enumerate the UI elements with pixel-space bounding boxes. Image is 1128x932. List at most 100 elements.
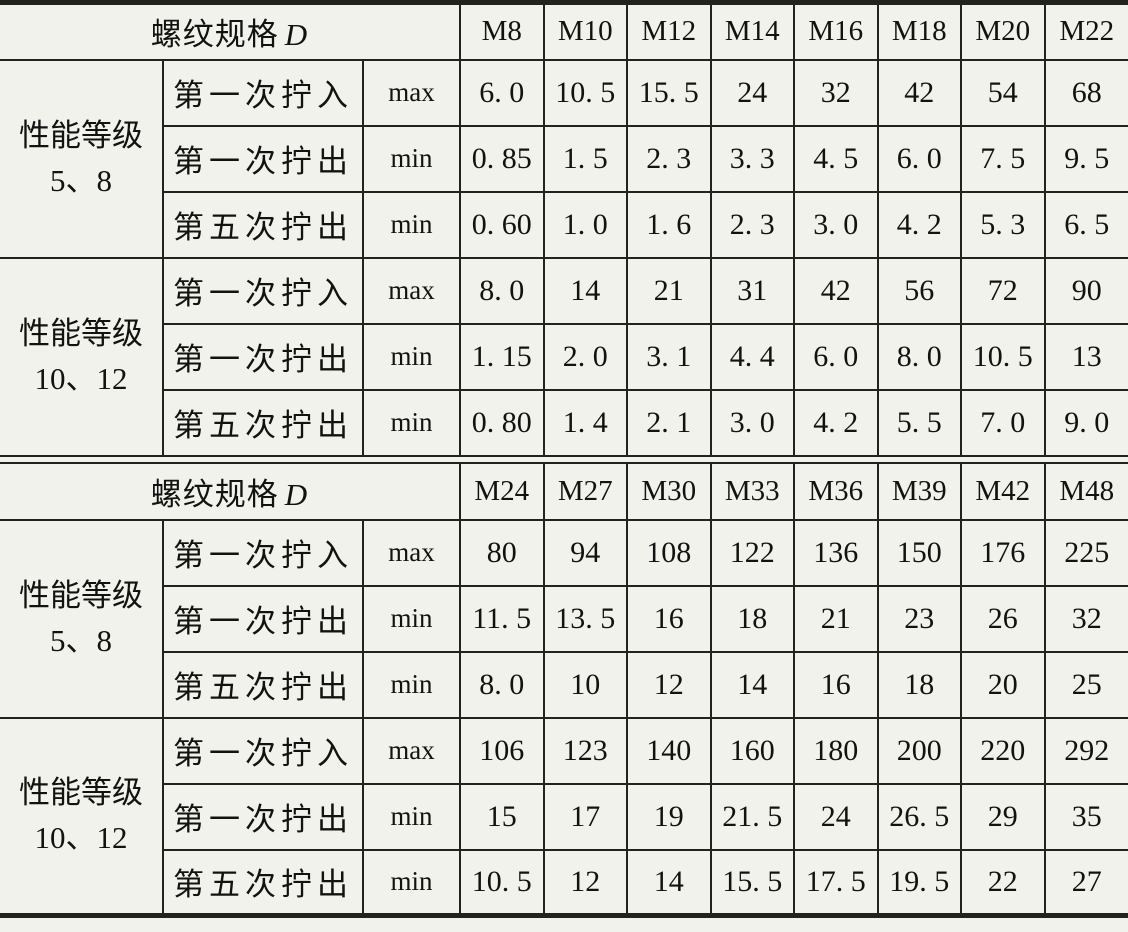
grade-line: 10、12 bbox=[34, 360, 128, 396]
value-cell: 5. 5 bbox=[876, 388, 962, 457]
value-cell: 22 bbox=[960, 848, 1046, 917]
value-cell: 80 bbox=[459, 518, 545, 587]
value-cell: 4. 4 bbox=[709, 322, 795, 391]
value-cell: 26. 5 bbox=[876, 782, 962, 851]
value-cell: 1. 0 bbox=[542, 190, 628, 259]
thread-spec-table-2: 螺纹规格 D M24 M27 M30 M33 M36 M39 M42 M48 性能等级 5、8 第一次拧… bbox=[0, 461, 1128, 918]
value-cell: 1. 6 bbox=[626, 190, 712, 259]
col-header-m20: M20 bbox=[960, 1, 1046, 61]
col-header-m18: M18 bbox=[876, 1, 962, 61]
value-cell: 6. 0 bbox=[459, 58, 545, 127]
col-header-m22: M22 bbox=[1043, 1, 1128, 61]
grade-line: 性能等级 bbox=[19, 577, 143, 613]
value-cell: 176 bbox=[960, 518, 1046, 587]
value-cell: 18 bbox=[876, 650, 962, 719]
value-cell: 21 bbox=[626, 256, 712, 325]
col-header-m16: M16 bbox=[793, 1, 879, 61]
value-cell: 24 bbox=[709, 58, 795, 127]
value-cell: 42 bbox=[793, 256, 879, 325]
spec-header: 螺纹规格 D bbox=[0, 461, 461, 521]
value-cell: 225 bbox=[1043, 518, 1128, 587]
value-cell: 21. 5 bbox=[709, 782, 795, 851]
col-header-m14: M14 bbox=[709, 1, 795, 61]
grade-line: 性能等级 bbox=[19, 774, 143, 810]
col-header-m27: M27 bbox=[542, 461, 628, 521]
grade-cell: 性能等级 5、8 bbox=[0, 58, 164, 259]
value-cell: 7. 5 bbox=[960, 124, 1046, 193]
value-cell: 4. 2 bbox=[876, 190, 962, 259]
value-cell: 150 bbox=[876, 518, 962, 587]
value-cell: 15. 5 bbox=[709, 848, 795, 917]
col-header-m42: M42 bbox=[960, 461, 1046, 521]
thread-spec-table-1: 螺纹规格 D M8 M10 M12 M14 M16 M18 M20 M22 性能等级 5、8 第一次拧入… bbox=[0, 0, 1128, 457]
grade-line: 5、8 bbox=[50, 162, 112, 198]
value-cell: 13 bbox=[1043, 322, 1128, 391]
test-label-cell: 第一次拧入 bbox=[162, 716, 364, 785]
limit-cell: min bbox=[362, 782, 461, 851]
value-cell: 12 bbox=[626, 650, 712, 719]
value-cell: 8. 0 bbox=[876, 322, 962, 391]
spec-header-label: 螺纹规格 bbox=[150, 476, 279, 512]
value-cell: 25 bbox=[1043, 650, 1128, 719]
test-label-cell: 第五次拧出 bbox=[162, 848, 364, 917]
col-header-m30: M30 bbox=[626, 461, 712, 521]
table-row: 第一次拧出 min 1. 15 2. 0 3. 1 4. 4 6. 0 8. 0 10. 5 13 bbox=[0, 322, 1128, 391]
limit-cell: min bbox=[362, 322, 461, 391]
value-cell: 3. 0 bbox=[709, 388, 795, 457]
grade-cell: 性能等级 5、8 bbox=[0, 518, 164, 719]
value-cell: 7. 0 bbox=[960, 388, 1046, 457]
col-header-m48: M48 bbox=[1043, 461, 1128, 521]
value-cell: 3. 3 bbox=[709, 124, 795, 193]
value-cell: 9. 0 bbox=[1043, 388, 1128, 457]
value-cell: 180 bbox=[793, 716, 879, 785]
limit-cell: min bbox=[362, 584, 461, 653]
value-cell: 14 bbox=[626, 848, 712, 917]
value-cell: 56 bbox=[876, 256, 962, 325]
value-cell: 14 bbox=[709, 650, 795, 719]
value-cell: 10. 5 bbox=[459, 848, 545, 917]
col-header-m36: M36 bbox=[793, 461, 879, 521]
limit-cell: min bbox=[362, 650, 461, 719]
value-cell: 16 bbox=[793, 650, 879, 719]
value-cell: 68 bbox=[1043, 58, 1128, 127]
value-cell: 4. 2 bbox=[793, 388, 879, 457]
table-row: 第五次拧出 min 10. 5 12 14 15. 5 17. 5 19. 5 22 27 bbox=[0, 848, 1128, 917]
col-header-m33: M33 bbox=[709, 461, 795, 521]
value-cell: 26 bbox=[960, 584, 1046, 653]
value-cell: 2. 3 bbox=[709, 190, 795, 259]
value-cell: 1. 15 bbox=[459, 322, 545, 391]
table-row: 第一次拧出 min 0. 85 1. 5 2. 3 3. 3 4. 5 6. 0 7. 5 9. … bbox=[0, 124, 1128, 193]
table-row: 性能等级 5、8 第一次拧入 max 6. 0 10. 5 15. 5 24 32 42 54 68 bbox=[0, 58, 1128, 259]
value-cell: 35 bbox=[1043, 782, 1128, 851]
limit-cell: min bbox=[362, 848, 461, 917]
limit-cell: max bbox=[362, 58, 461, 127]
value-cell: 11. 5 bbox=[459, 584, 545, 653]
value-cell: 21 bbox=[793, 584, 879, 653]
test-label-cell: 第五次拧出 bbox=[162, 650, 364, 719]
test-label-cell: 第一次拧出 bbox=[162, 322, 364, 391]
col-header-m8: M8 bbox=[459, 1, 545, 61]
value-cell: 123 bbox=[542, 716, 628, 785]
col-header-m24: M24 bbox=[459, 461, 545, 521]
value-cell: 31 bbox=[709, 256, 795, 325]
limit-cell: max bbox=[362, 256, 461, 325]
value-cell: 2. 3 bbox=[626, 124, 712, 193]
test-label-cell: 第一次拧入 bbox=[162, 518, 364, 587]
value-cell: 32 bbox=[793, 58, 879, 127]
value-cell: 8. 0 bbox=[459, 650, 545, 719]
value-cell: 200 bbox=[876, 716, 962, 785]
value-cell: 136 bbox=[793, 518, 879, 587]
value-cell: 1. 5 bbox=[542, 124, 628, 193]
value-cell: 4. 5 bbox=[793, 124, 879, 193]
grade-cell: 性能等级 10、12 bbox=[0, 716, 164, 917]
limit-cell: min bbox=[362, 388, 461, 457]
col-header-m12: M12 bbox=[626, 1, 712, 61]
value-cell: 160 bbox=[709, 716, 795, 785]
limit-cell: min bbox=[362, 190, 461, 259]
table-row: 第五次拧出 min 8. 0 10 12 14 16 18 20 25 bbox=[0, 650, 1128, 719]
table-row: 性能等级 10、12 第一次拧入 max 106 123 140 160 180 200 220 29… bbox=[0, 716, 1128, 917]
value-cell: 8. 0 bbox=[459, 256, 545, 325]
value-cell: 10. 5 bbox=[542, 58, 628, 127]
